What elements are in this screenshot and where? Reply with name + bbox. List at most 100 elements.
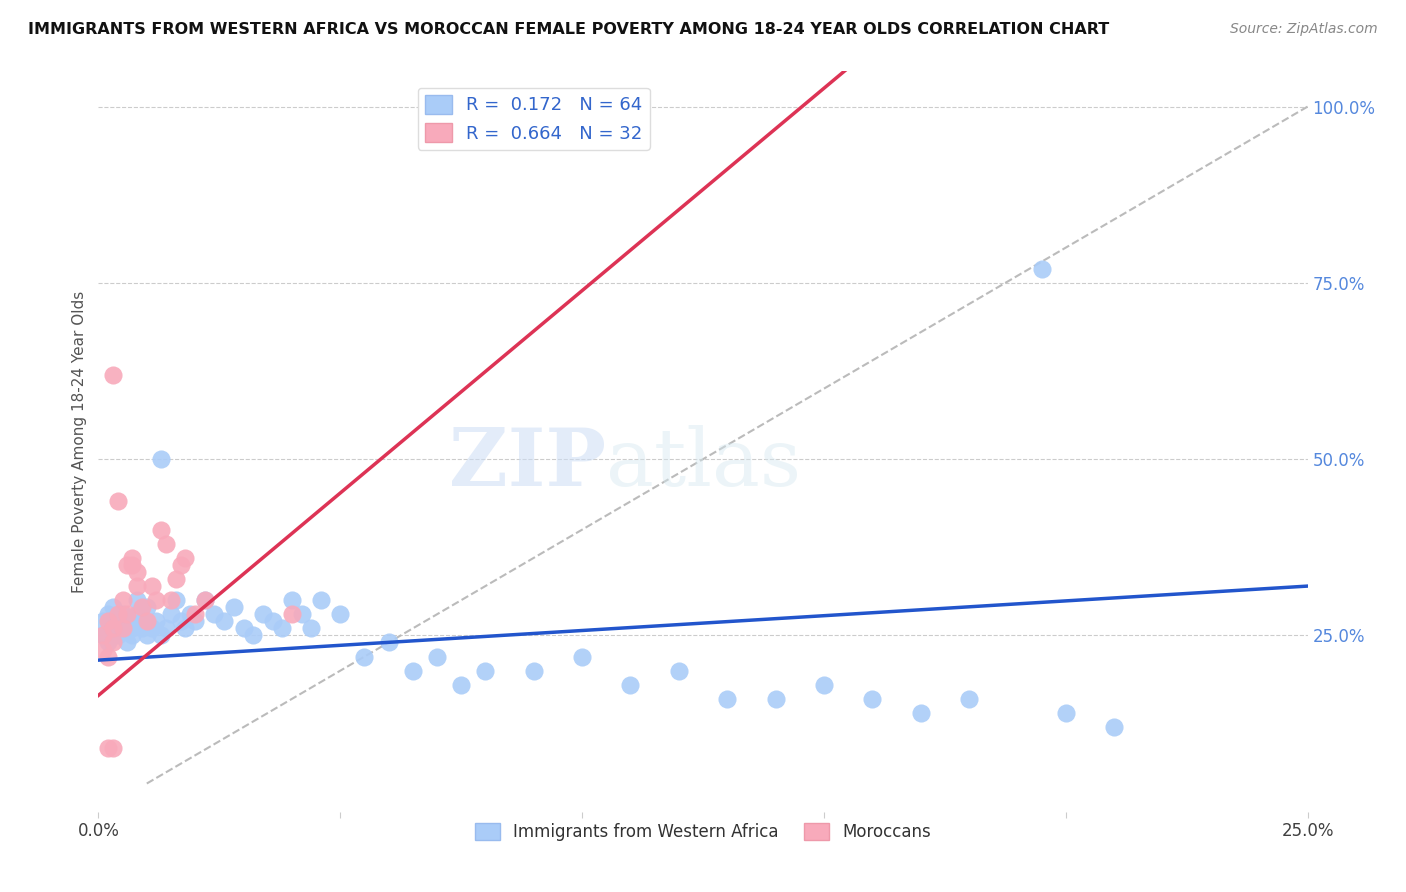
Point (402, 664, 425, 678)
Point (813, 678, 835, 692)
Point (111, 621, 134, 635)
Point (107, 607, 129, 622)
Point (121, 550, 143, 565)
Point (111, 607, 134, 622)
Point (111, 621, 134, 635)
Point (141, 579, 163, 593)
Point (135, 628, 157, 642)
Point (169, 615, 191, 629)
Point (353, 649, 375, 664)
Legend: Immigrants from Western Africa, Moroccans: Immigrants from Western Africa, Moroccan… (468, 816, 938, 847)
Point (135, 615, 157, 629)
Point (101, 741, 124, 756)
Point (97, 607, 120, 622)
Point (141, 621, 163, 635)
Point (299, 621, 322, 635)
Point (111, 593, 134, 607)
Point (910, 706, 932, 720)
Point (97, 741, 120, 756)
Point (91, 628, 114, 642)
Point (1102, 720, 1125, 734)
Point (179, 607, 201, 622)
Point (101, 368, 124, 382)
Point (668, 664, 690, 678)
Point (242, 628, 264, 642)
Point (194, 593, 217, 607)
Point (127, 593, 149, 607)
Point (127, 565, 149, 579)
Point (150, 452, 173, 467)
Point (101, 635, 124, 649)
Point (194, 593, 217, 607)
Point (117, 558, 139, 572)
Point (860, 692, 883, 706)
Point (169, 558, 191, 572)
Point (145, 593, 167, 607)
Point (101, 621, 124, 635)
Point (232, 621, 254, 635)
Point (91, 628, 114, 642)
Point (1054, 706, 1077, 720)
Point (1031, 261, 1053, 276)
Point (160, 607, 183, 622)
Point (212, 615, 235, 629)
Point (290, 607, 312, 622)
Point (571, 649, 593, 664)
Point (184, 615, 207, 629)
Point (426, 649, 449, 664)
Point (184, 607, 207, 622)
Point (131, 615, 153, 629)
Point (155, 537, 177, 551)
Point (97, 649, 120, 664)
Point (377, 635, 399, 649)
Point (329, 607, 352, 622)
Point (174, 621, 197, 635)
Point (271, 621, 294, 635)
Point (117, 607, 139, 622)
Point (222, 600, 245, 615)
Point (450, 678, 472, 692)
Point (150, 523, 173, 537)
Point (127, 579, 149, 593)
Point (145, 615, 167, 629)
Point (252, 607, 274, 622)
Point (131, 600, 153, 615)
Point (474, 664, 496, 678)
Point (281, 593, 304, 607)
Point (262, 615, 284, 629)
Point (309, 593, 332, 607)
Point (165, 572, 187, 586)
Point (127, 607, 149, 622)
Point (174, 550, 197, 565)
Text: IMMIGRANTS FROM WESTERN AFRICA VS MOROCCAN FEMALE POVERTY AMONG 18-24 YEAR OLDS : IMMIGRANTS FROM WESTERN AFRICA VS MOROCC… (28, 22, 1109, 37)
Text: Source: ZipAtlas.com: Source: ZipAtlas.com (1230, 22, 1378, 37)
Point (107, 615, 129, 629)
Point (165, 593, 187, 607)
Point (619, 678, 641, 692)
Point (765, 692, 787, 706)
Point (155, 621, 177, 635)
Point (160, 593, 183, 607)
Point (107, 494, 129, 508)
Point (107, 628, 129, 642)
Point (91, 615, 114, 629)
Text: atlas: atlas (606, 425, 801, 503)
Point (97, 635, 120, 649)
Point (117, 615, 139, 629)
Y-axis label: Female Poverty Among 18-24 Year Olds: Female Poverty Among 18-24 Year Olds (72, 291, 87, 592)
Point (91, 642, 114, 657)
Point (204, 607, 226, 622)
Point (523, 664, 546, 678)
Point (117, 635, 139, 649)
Point (97, 615, 120, 629)
Point (101, 600, 124, 615)
Point (121, 558, 143, 572)
Text: ZIP: ZIP (450, 425, 606, 503)
Point (957, 692, 980, 706)
Point (121, 621, 143, 635)
Point (131, 621, 153, 635)
Point (135, 600, 157, 615)
Point (121, 628, 143, 642)
Point (150, 628, 173, 642)
Point (101, 621, 124, 635)
